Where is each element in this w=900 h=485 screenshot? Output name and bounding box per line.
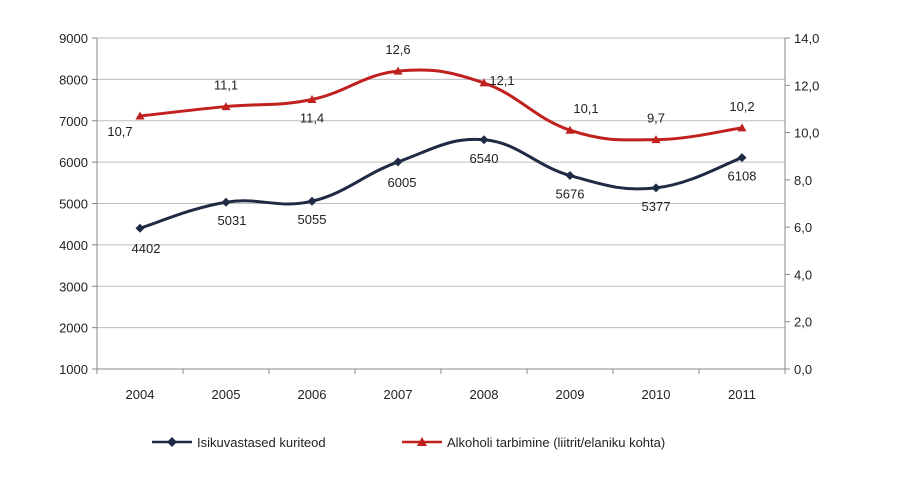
data-point-triangle — [135, 111, 145, 120]
legend-item-crimes: Isikuvastased kuriteod — [152, 435, 326, 450]
right-tick-label: 8,0 — [794, 173, 812, 188]
data-point-triangle — [307, 94, 317, 103]
right-tick-label: 12,0 — [794, 78, 819, 93]
x-tick-label: 2004 — [126, 387, 155, 402]
data-point-diamond — [307, 196, 317, 206]
x-tick-label: 2007 — [384, 387, 413, 402]
right-tick-label: 0,0 — [794, 362, 812, 377]
data-point-diamond — [651, 183, 661, 193]
data-point-diamond — [737, 153, 747, 163]
data-label: 9,7 — [647, 111, 665, 126]
data-point-triangle — [737, 123, 747, 132]
left-tick-label: 3000 — [59, 279, 88, 294]
data-point-triangle — [393, 66, 403, 75]
series-line — [139, 68, 743, 142]
data-label: 5055 — [298, 212, 327, 227]
data-point-diamond — [479, 135, 489, 145]
left-tick-label: 5000 — [59, 197, 88, 212]
x-tick-label: 2011 — [728, 387, 756, 402]
left-tick-label: 1000 — [59, 362, 88, 377]
data-label: 11,1 — [214, 78, 238, 93]
data-label: 6005 — [388, 175, 417, 190]
data-point-triangle — [565, 125, 575, 134]
legend-item-alcohol: Alkoholi tarbimine (liitrit/elaniku koht… — [402, 435, 665, 450]
x-tick-label: 2005 — [212, 387, 241, 402]
legend-triangle-marker — [417, 437, 427, 446]
data-labels: 4402 5031 5055 6005 6540 5676 5377 6108 10,7 11,1… — [107, 42, 756, 256]
data-label: 6108 — [728, 169, 757, 184]
series-layer — [135, 66, 747, 233]
gridlines — [97, 37, 785, 329]
data-point-diamond — [135, 223, 145, 233]
right-tick-label: 2,0 — [794, 315, 812, 330]
data-point-triangle — [221, 102, 231, 111]
right-tick-label: 10,0 — [794, 126, 819, 141]
left-tick-label: 2000 — [59, 321, 88, 336]
left-axis-ticks: 1000 2000 3000 4000 5000 6000 7000 8000 9000 — [59, 31, 88, 377]
right-axis-ticks: 0,0 2,0 4,0 6,0 8,0 10,0 12,0 14,0 — [794, 31, 819, 377]
series-line — [139, 137, 743, 230]
x-tick-label: 2010 — [642, 387, 671, 402]
left-tick-label: 9000 — [59, 31, 88, 46]
left-tick-label: 6000 — [59, 155, 88, 170]
data-point-diamond — [565, 171, 575, 181]
data-label: 4402 — [132, 241, 161, 256]
data-label: 5377 — [642, 199, 671, 214]
x-axis-ticks: 2004 2005 2006 2007 2008 2009 2010 2011 — [126, 387, 756, 402]
right-tick-label: 4,0 — [794, 267, 812, 282]
axes — [92, 37, 790, 374]
x-tick-label: 2008 — [470, 387, 499, 402]
data-label: 5676 — [556, 187, 585, 202]
data-label: 10,2 — [729, 99, 754, 114]
right-tick-label: 14,0 — [794, 31, 819, 46]
data-label: 5031 — [218, 213, 247, 228]
data-label: 11,4 — [300, 110, 324, 125]
data-label: 10,1 — [573, 101, 598, 116]
legend: Isikuvastased kuriteod Alkoholi tarbimin… — [152, 435, 665, 450]
data-point-triangle — [651, 135, 661, 144]
data-point-diamond — [221, 197, 231, 207]
data-label: 6540 — [470, 151, 499, 166]
left-tick-label: 7000 — [59, 114, 88, 129]
data-point-diamond — [393, 157, 403, 167]
data-point-triangle — [479, 78, 489, 87]
data-label: 10,7 — [107, 124, 132, 139]
left-tick-label: 4000 — [59, 238, 88, 253]
x-tick-label: 2006 — [298, 387, 327, 402]
x-tick-label: 2009 — [556, 387, 585, 402]
right-tick-label: 6,0 — [794, 220, 812, 235]
legend-diamond-marker — [167, 437, 177, 447]
data-label: 12,6 — [385, 42, 410, 57]
data-label: 12,1 — [489, 73, 514, 88]
legend-label-alcohol: Alkoholi tarbimine (liitrit/elaniku koht… — [447, 435, 665, 450]
left-tick-label: 8000 — [59, 72, 88, 87]
legend-label-crimes: Isikuvastased kuriteod — [197, 435, 326, 450]
